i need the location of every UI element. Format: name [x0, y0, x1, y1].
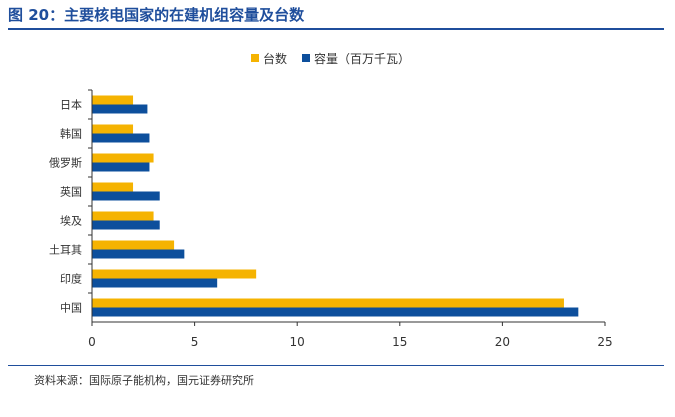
x-tick-label: 0 — [88, 335, 96, 349]
bar-units-2 — [92, 153, 154, 163]
bar-units-3 — [92, 182, 134, 192]
x-tick-label: 15 — [392, 335, 407, 349]
bar-capacity-1 — [92, 133, 150, 143]
bar-units-0 — [92, 95, 134, 105]
bar-capacity-6 — [92, 278, 218, 288]
category-label: 中国 — [60, 302, 82, 315]
x-tick-label: 5 — [191, 335, 199, 349]
legend-swatch-units — [251, 54, 259, 62]
category-label: 土耳其 — [49, 244, 82, 257]
legend-swatch-capacity — [302, 54, 310, 62]
bar-units-1 — [92, 124, 134, 134]
bar-capacity-4 — [92, 220, 160, 230]
bars-group — [92, 95, 579, 317]
x-tick-label: 10 — [290, 335, 305, 349]
legend-label-units: 台数 — [263, 51, 287, 66]
category-label: 埃及 — [60, 214, 82, 228]
title-rule — [8, 28, 664, 30]
x-tick-label: 25 — [597, 335, 612, 349]
source-note: 资料来源：国际原子能机构，国元证券研究所 — [34, 374, 254, 387]
legend: 台数 容量（百万千瓦） — [251, 51, 410, 66]
category-label: 英国 — [60, 185, 82, 199]
category-label: 俄罗斯 — [49, 157, 82, 170]
x-tick-label: 20 — [495, 335, 510, 349]
bar-units-6 — [92, 269, 257, 279]
bar-capacity-0 — [92, 104, 148, 114]
category-label: 印度 — [60, 272, 82, 286]
legend-label-capacity: 容量（百万千瓦） — [314, 51, 410, 66]
footer-rule — [8, 365, 664, 366]
bar-units-5 — [92, 240, 175, 250]
bar-capacity-3 — [92, 191, 160, 201]
bar-units-4 — [92, 211, 154, 221]
bar-units-7 — [92, 298, 564, 308]
category-label: 韩国 — [60, 127, 82, 141]
figure-title: 图 20：主要核电国家的在建机组容量及台数 — [8, 6, 305, 24]
bar-capacity-2 — [92, 162, 150, 172]
bar-capacity-7 — [92, 307, 579, 317]
category-label: 日本 — [60, 98, 82, 112]
bar-capacity-5 — [92, 249, 185, 259]
